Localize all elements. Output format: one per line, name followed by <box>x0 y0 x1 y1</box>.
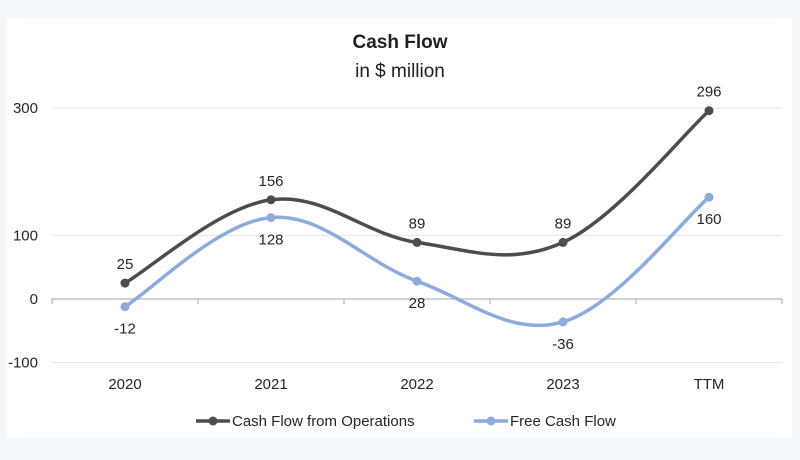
data-labels: -12 128 28 -36 160 25 156 89 89 296 <box>114 84 721 353</box>
data-label: 156 <box>258 173 283 190</box>
data-point <box>120 278 130 288</box>
data-label: 89 <box>409 215 426 232</box>
y-tick-label: 0 <box>30 291 38 308</box>
y-axis: 300 100 0 -100 <box>8 100 38 371</box>
chart-subtitle: in $ million <box>355 61 445 82</box>
legend-label: Cash Flow from Operations <box>232 413 415 430</box>
data-label: 25 <box>117 256 134 273</box>
legend-swatch-marker <box>208 416 218 426</box>
data-point <box>266 213 276 223</box>
legend-item: Free Cash Flow <box>474 413 616 430</box>
data-point <box>266 195 276 205</box>
legend-label: Free Cash Flow <box>510 413 616 430</box>
data-point <box>412 237 422 247</box>
legend: Cash Flow from Operations Free Cash Flow <box>196 413 616 430</box>
data-label: 128 <box>258 232 283 249</box>
data-label: 296 <box>696 84 721 101</box>
data-label: 89 <box>555 215 572 232</box>
y-tick-label: -100 <box>8 355 38 372</box>
x-tick-label: TTM <box>694 376 725 393</box>
series-lines <box>120 106 714 328</box>
data-point <box>704 106 714 116</box>
legend-item: Cash Flow from Operations <box>196 413 415 430</box>
x-axis: 2020 2021 2022 2023 TTM <box>51 299 783 393</box>
gridlines <box>52 107 782 364</box>
x-tick-label: 2021 <box>254 376 287 393</box>
data-label: -36 <box>552 336 574 353</box>
chart-card <box>6 18 792 438</box>
data-point <box>704 192 714 202</box>
data-point <box>558 237 568 247</box>
data-label: -12 <box>114 321 136 338</box>
data-point <box>558 317 568 327</box>
y-tick-label: 100 <box>13 227 38 244</box>
y-tick-label: 300 <box>13 100 38 117</box>
data-label: 160 <box>696 211 721 228</box>
x-tick-label: 2022 <box>400 376 433 393</box>
data-point <box>120 302 130 312</box>
series-line <box>123 108 711 285</box>
data-label: 28 <box>409 295 426 312</box>
legend-swatch-marker <box>486 416 496 426</box>
chart-title: Cash Flow <box>352 32 447 53</box>
x-tick-label: 2020 <box>108 376 141 393</box>
data-point <box>412 276 422 286</box>
x-tick-label: 2023 <box>546 376 579 393</box>
